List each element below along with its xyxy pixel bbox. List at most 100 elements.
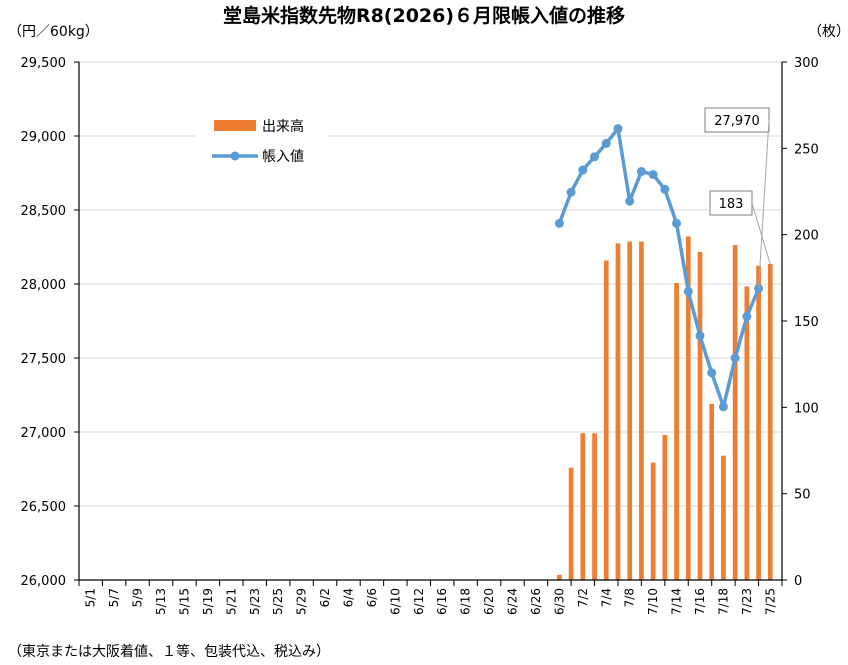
legend-box [196,106,328,170]
volume-bar [674,283,679,580]
x-tick-label: 6/6 [365,588,379,607]
volume-bar [732,245,738,580]
settlement-point [672,218,682,228]
x-tick-label: 6/12 [412,588,426,615]
left-tick-label: 29,500 [21,56,67,71]
x-tick-label: 7/25 [763,588,777,615]
volume-bar [650,462,656,580]
left-tick-label: 29,000 [21,130,67,145]
settlement-point [601,138,611,148]
volume-bar [568,467,574,580]
x-tick-label: 5/23 [248,588,262,615]
settlement-point [683,286,693,296]
chart-title: 堂島米指数先物R8(2026)６月限帳入値の推移 [223,4,625,27]
settlement-point [566,187,576,197]
right-tick-label: 300 [794,56,819,71]
axes [74,61,787,586]
legend-label-settlement: 帳入値 [262,149,304,165]
left-tick-label: 26,500 [21,500,67,515]
x-tick-label: 6/2 [318,588,332,607]
right-tick-label: 0 [794,574,802,589]
x-tick-label: 6/10 [388,588,402,615]
x-tick-label: 5/1 [84,588,98,607]
settlement-point [590,152,600,162]
x-tick-label: 5/7 [107,588,121,607]
volume-bar [580,433,586,580]
volume-bar [592,433,597,580]
volume-bar [627,241,633,580]
settlement-line [554,124,764,412]
right-axis-unit: （枚） [808,24,848,40]
settlement-line-path [557,126,761,409]
left-tick-label: 27,000 [21,426,67,441]
callout-volume: 183 [719,197,744,212]
left-tick-label: 28,000 [21,278,67,293]
volume-bars [557,236,773,581]
settlement-point [636,167,646,177]
tick-labels: 26,000 26,500 27,000 27,500 28,000 28,500 29,0… [21,56,819,615]
legend-bar-swatch [214,120,256,131]
settlement-point [730,353,740,363]
x-tick-label: 6/30 [552,588,566,615]
x-tick-label: 5/9 [131,588,145,607]
right-tick-label: 250 [794,142,819,157]
left-tick-label: 26,000 [21,574,67,589]
volume-bar [721,455,726,580]
volume-bar [767,264,773,580]
settlement-point [742,312,752,322]
x-tick-label: 6/26 [529,588,543,615]
x-tick-label: 7/18 [716,588,730,615]
settlement-point [578,165,588,175]
x-tick-label: 7/14 [670,588,684,615]
settlement-point [648,169,658,179]
volume-bar [709,403,715,580]
legend-line-marker [230,151,240,161]
volume-bar [697,251,703,580]
x-tick-label: 5/25 [271,588,285,615]
left-tick-label: 27,500 [21,352,67,367]
callouts: 27,970 183 [704,107,771,289]
callout-leader-volume [751,202,771,265]
x-tick-label: 5/15 [177,588,191,615]
x-tick-label: 7/8 [623,588,637,607]
right-tick-label: 150 [794,315,819,330]
callout-leader-price [758,119,770,289]
settlement-point [695,331,705,341]
x-tick-label: 6/18 [459,588,473,615]
x-tick-label: 6/16 [435,588,449,615]
left-axis-unit: （円／60kg） [8,24,99,40]
x-tick-label: 7/4 [599,588,613,607]
volume-bar [603,260,609,580]
x-tick-label: 5/21 [224,588,238,615]
left-tick-label: 28,500 [21,204,67,219]
volume-bar [756,265,761,580]
footnote: （東京または大阪着値、１等、包装代込、税込み） [8,643,330,660]
callout-box-price [704,107,770,133]
volume-bar [685,236,691,581]
x-tick-label: 7/10 [646,588,660,615]
right-tick-label: 100 [794,401,819,416]
volume-bar [744,286,750,580]
legend-label-volume: 出来高 [262,118,304,135]
settlement-point [707,368,717,378]
x-tick-label: 7/23 [740,588,754,615]
legend: 出来高 帳入値 [196,106,328,170]
volume-bar [639,241,644,580]
right-tick-label: 50 [794,488,811,503]
x-tick-label: 5/13 [154,588,168,615]
x-tick-label: 5/19 [201,588,215,615]
settlement-point [660,184,670,194]
volume-bar [662,434,668,580]
x-tick-label: 7/16 [693,588,707,615]
x-tick-label: 6/24 [506,588,520,615]
x-tick-label: 6/20 [482,588,496,615]
volume-bar [557,574,562,580]
x-tick-label: 7/2 [576,588,590,607]
right-tick-label: 200 [794,229,819,244]
settlement-point [625,196,635,206]
settlement-point [554,218,564,228]
volume-bar [615,243,621,581]
callout-price: 27,970 [714,114,760,129]
settlement-point [718,402,728,412]
